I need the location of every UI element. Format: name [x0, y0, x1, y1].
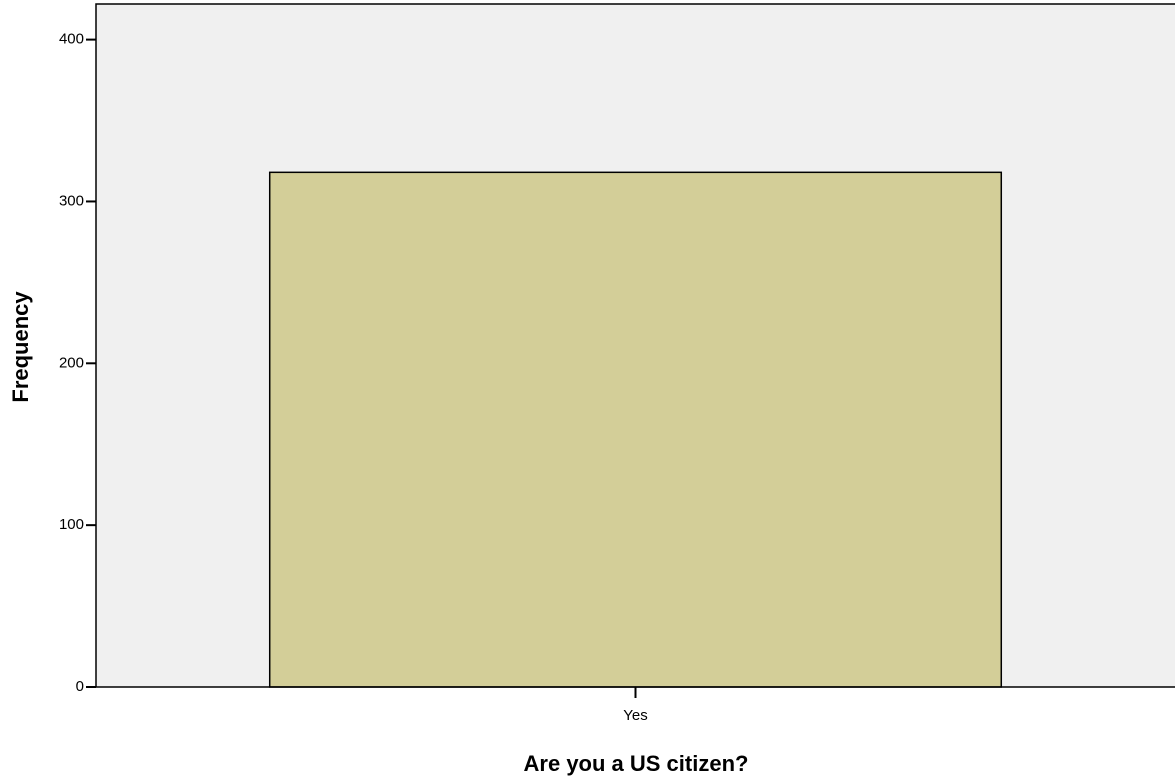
y-axis-title: Frequency [8, 291, 33, 403]
y-tick-label: 300 [59, 192, 84, 209]
x-axis-title: Are you a US citizen? [524, 751, 749, 776]
plot-frame [95, 3, 1175, 688]
y-tick-label: 400 [59, 31, 84, 48]
bar [268, 171, 1003, 688]
y-tick-label: 100 [59, 516, 84, 533]
x-tick-label: Yes [623, 707, 647, 724]
y-tick-label: 0 [76, 678, 84, 695]
y-tick-label: 200 [59, 354, 84, 371]
